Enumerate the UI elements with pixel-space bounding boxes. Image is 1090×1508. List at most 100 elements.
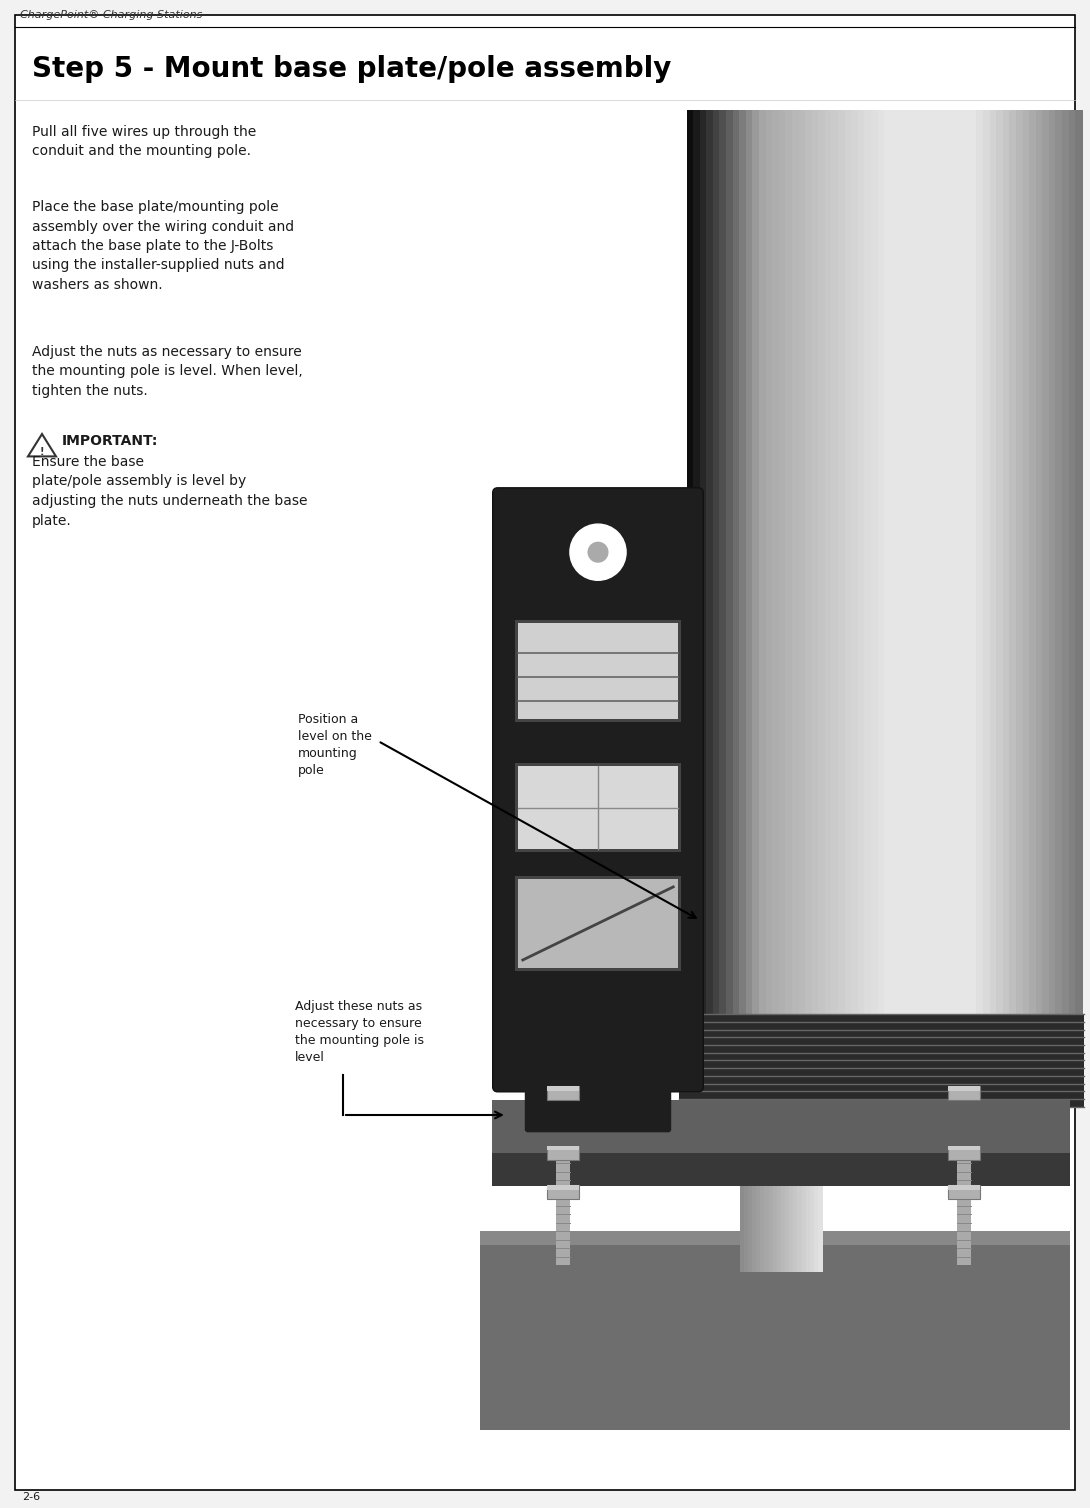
Point	[549, 1196, 562, 1214]
Bar	[845, 110, 852, 1060]
Bar	[759, 110, 767, 1060]
Bar	[832, 110, 839, 1060]
Point	[950, 1196, 964, 1214]
Point	[511, 799, 524, 817]
Point	[1077, 1098, 1090, 1116]
Point	[965, 1205, 978, 1223]
Point	[564, 1247, 577, 1265]
Bar	[789, 1185, 795, 1271]
Bar	[990, 110, 997, 1060]
Bar	[768, 1185, 774, 1271]
Point	[950, 1205, 964, 1223]
Point	[965, 1188, 978, 1206]
Bar	[1016, 110, 1024, 1060]
Point	[549, 1214, 562, 1232]
Point	[667, 878, 680, 896]
Point	[592, 757, 605, 775]
Point	[1077, 1044, 1090, 1062]
Bar	[937, 110, 945, 1060]
Point	[950, 1179, 964, 1197]
Point	[950, 1146, 964, 1164]
Point	[950, 1188, 964, 1206]
Text: ChargePoint® Charging Stations: ChargePoint® Charging Stations	[20, 11, 203, 20]
Point	[965, 1179, 978, 1197]
Text: Ensure the base
plate/pole assembly is level by
adjusting the nuts underneath th: Ensure the base plate/pole assembly is l…	[32, 455, 307, 528]
Bar	[518, 766, 678, 849]
Bar	[814, 1185, 819, 1271]
Point	[564, 1172, 577, 1190]
Point	[511, 692, 524, 710]
Point	[965, 1154, 978, 1172]
Bar	[819, 1185, 823, 1271]
Bar	[480, 110, 1070, 1430]
Bar	[706, 110, 714, 1060]
Point	[549, 1137, 562, 1155]
Bar	[740, 1185, 744, 1271]
Point	[950, 1214, 964, 1232]
Point	[671, 1051, 685, 1069]
Point	[1077, 1021, 1090, 1039]
Point	[549, 1247, 562, 1265]
Point	[1077, 1059, 1090, 1077]
Bar	[546, 1086, 579, 1092]
Bar	[897, 110, 906, 1060]
Point	[564, 1231, 577, 1249]
Point	[511, 644, 524, 662]
Point	[950, 1163, 964, 1181]
Bar	[764, 1185, 770, 1271]
Point	[965, 1231, 978, 1249]
Bar	[950, 110, 958, 1060]
Point	[549, 1205, 562, 1223]
Bar	[518, 879, 678, 968]
Point	[337, 1105, 350, 1123]
Line: 2 pts: 2 pts	[523, 887, 674, 961]
Bar	[819, 110, 826, 1060]
Point	[965, 1221, 978, 1240]
Bar	[948, 1185, 980, 1199]
Bar	[851, 110, 859, 1060]
Bar	[910, 110, 919, 1060]
Bar	[864, 110, 872, 1060]
Point	[564, 1163, 577, 1181]
Point	[950, 1231, 964, 1249]
Text: Adjust the nuts as necessary to ensure
the mounting pole is level. When level,
t: Adjust the nuts as necessary to ensure t…	[32, 345, 303, 398]
Point	[671, 1066, 685, 1084]
Point	[1077, 1090, 1090, 1108]
Bar	[810, 1185, 815, 1271]
Bar	[948, 1146, 980, 1151]
Bar	[772, 110, 780, 1060]
Point	[965, 1172, 978, 1190]
Bar	[1003, 110, 1010, 1060]
Text: Position a
level on the
mounting
pole: Position a level on the mounting pole	[298, 713, 372, 777]
Bar	[812, 110, 820, 1060]
Bar	[1009, 110, 1017, 1060]
Bar	[964, 110, 971, 1060]
Bar	[983, 110, 991, 1060]
Point	[1077, 1051, 1090, 1069]
Bar	[492, 1099, 1070, 1152]
Bar	[801, 1185, 807, 1271]
Point	[1077, 1006, 1090, 1024]
Bar	[957, 1146, 971, 1265]
Bar	[948, 1185, 980, 1190]
Bar	[713, 110, 720, 1060]
Bar	[748, 1185, 753, 1271]
Point	[950, 1172, 964, 1190]
Bar	[693, 110, 701, 1060]
Bar	[546, 1146, 579, 1160]
Point	[337, 1066, 350, 1084]
Point	[671, 668, 685, 686]
Bar	[480, 1231, 1070, 1244]
Text: 2-6: 2-6	[22, 1491, 40, 1502]
Bar	[858, 110, 865, 1060]
Point	[671, 692, 685, 710]
Point	[1077, 1013, 1090, 1031]
Point	[549, 1221, 562, 1240]
Point	[549, 1163, 562, 1181]
Bar	[1022, 110, 1030, 1060]
Bar	[687, 110, 694, 1060]
Bar	[977, 110, 984, 1060]
Point	[517, 952, 530, 970]
Point	[1077, 1036, 1090, 1054]
Point	[1077, 1028, 1090, 1047]
